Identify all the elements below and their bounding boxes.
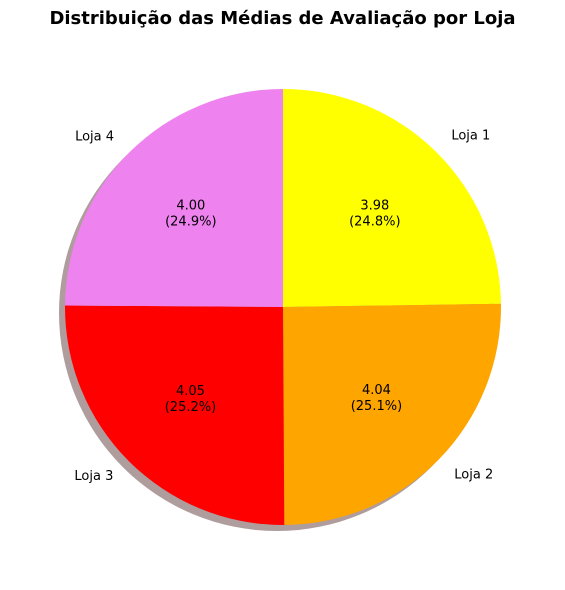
slice-percent-label: (24.9%): [165, 215, 216, 230]
slice-value-label: 4.05: [176, 384, 205, 399]
pie-slice-loja-2: [283, 303, 501, 525]
pie-slice-loja-3: [65, 305, 285, 525]
slice-value-label: 4.00: [176, 199, 205, 214]
slice-category-label: Loja 2: [454, 467, 493, 482]
pie-slices: [65, 89, 501, 525]
chart-title: Distribuição das Médias de Avaliação por…: [49, 8, 516, 29]
slice-percent-label: (25.1%): [351, 399, 402, 414]
slice-category-label: Loja 1: [451, 129, 490, 144]
pie-slice-loja-4: [65, 89, 284, 307]
slice-percent-label: (25.2%): [165, 400, 216, 415]
slice-category-label: Loja 3: [74, 469, 113, 484]
slice-value-label: 4.04: [362, 383, 391, 398]
pie-slice-loja-1: [283, 89, 501, 307]
slice-category-label: Loja 4: [75, 129, 114, 144]
slice-percent-label: (24.8%): [349, 214, 400, 229]
slice-value-label: 3.98: [360, 198, 389, 213]
pie-labels: Loja 1 3.98(24.8%) Loja 2 4.04(25.1%) Loja 3…: [74, 129, 493, 484]
